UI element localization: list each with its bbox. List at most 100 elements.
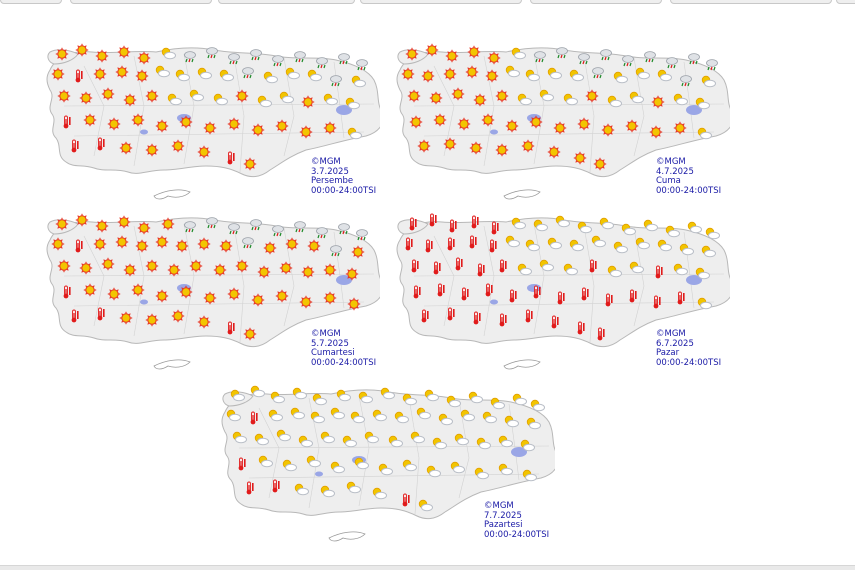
sun-icon [155,289,169,303]
copyright-label: ©MGM [311,157,341,167]
partly-cloudy-icon [426,465,441,478]
sun-icon [425,43,439,57]
partly-cloudy-icon [345,97,360,110]
sun-icon [135,239,149,253]
sun-icon [573,151,587,165]
browser-tab[interactable] [530,0,662,4]
partly-cloudy-icon [517,263,532,276]
hot-thermometer-icon [71,309,79,323]
browser-tab[interactable] [0,0,62,4]
rain-shower-icon [338,53,350,65]
partly-cloudy-icon [298,435,313,448]
country-outline [396,217,730,348]
sun-icon [299,125,313,139]
rain-shower-icon [294,221,306,233]
partly-cloudy-icon [695,267,710,280]
browser-tab[interactable] [360,0,522,4]
sun-icon [51,67,65,81]
hot-thermometer-icon [71,139,79,153]
partly-cloudy-icon [402,393,417,406]
sun-icon [117,45,131,59]
partly-cloudy-icon [310,411,325,424]
hot-thermometer-icon [402,493,410,507]
hot-thermometer-icon [449,219,457,233]
partly-cloudy-icon [279,91,294,104]
browser-tab[interactable] [70,0,212,4]
partly-cloudy-icon [432,437,447,450]
sun-icon [137,51,151,65]
date-label: 7.7.2025 [484,510,522,521]
rain-shower-icon [294,51,306,63]
sun-icon [451,87,465,101]
browser-tab[interactable] [218,0,355,4]
rain-shower-icon [316,57,328,69]
partly-cloudy-icon [629,261,644,274]
partly-cloudy-icon [635,67,650,80]
partly-cloudy-icon [418,499,433,512]
sun-icon [521,139,535,153]
partly-cloudy-icon [320,431,335,444]
sun-icon [409,115,423,129]
sun-icon [235,259,249,273]
sun-icon [649,125,663,139]
partly-cloudy-icon [665,225,680,238]
rain-shower-icon [330,245,342,257]
partly-cloudy-icon [520,439,535,452]
sun-icon [55,47,69,61]
sun-icon [673,121,687,135]
partly-cloudy-icon [276,429,291,442]
sun-icon [179,115,193,129]
hot-thermometer-icon [409,217,417,231]
hot-thermometer-icon [577,321,585,335]
sun-icon [57,89,71,103]
hot-thermometer-icon [655,265,663,279]
partly-cloudy-icon [161,47,176,60]
copyright-label: ©MGM [656,329,686,339]
browser-tab[interactable] [670,0,832,4]
lake-shape [686,105,702,115]
hot-thermometer-icon [471,215,479,229]
sun-icon [203,291,217,305]
partly-cloudy-icon [307,69,322,82]
partly-cloudy-icon [438,413,453,426]
partly-cloudy-icon [657,69,672,82]
partly-cloudy-icon [336,389,351,402]
date-label: 5.7.2025 [311,338,349,349]
lake-shape [490,299,498,305]
hot-thermometer-icon [97,137,105,151]
sun-icon [107,287,121,301]
sun-icon [465,65,479,79]
rain-shower-icon [184,221,196,233]
partly-cloudy-icon [378,463,393,476]
partly-cloudy-icon [330,461,345,474]
hot-thermometer-icon [63,285,71,299]
weather-map-panel [390,210,730,380]
partly-cloudy-icon [292,387,307,400]
bottom-scrollbar[interactable] [0,565,855,570]
sun-icon [79,91,93,105]
hot-thermometer-icon [272,479,280,493]
hot-thermometer-icon [557,291,565,305]
copyright-label: ©MGM [311,329,341,339]
hot-thermometer-icon [425,239,433,253]
rain-shower-icon [184,51,196,63]
hot-thermometer-icon [405,237,413,251]
partly-cloudy-icon [539,259,554,272]
sun-icon [213,263,227,277]
partly-cloudy-icon [424,389,439,402]
sun-icon [117,215,131,229]
top-tab-strip [0,0,855,4]
sun-icon [51,237,65,251]
partly-cloudy-icon [446,395,461,408]
partly-cloudy-icon [555,215,570,228]
sun-icon [407,89,421,103]
sun-icon [227,117,241,131]
partly-cloudy-icon [232,431,247,444]
browser-tab[interactable] [836,0,855,4]
hot-thermometer-icon [477,263,485,277]
sun-icon [137,221,151,235]
partly-cloudy-icon [505,65,520,78]
sun-icon [171,139,185,153]
lake-shape [140,299,148,305]
hot-thermometer-icon [246,481,254,495]
